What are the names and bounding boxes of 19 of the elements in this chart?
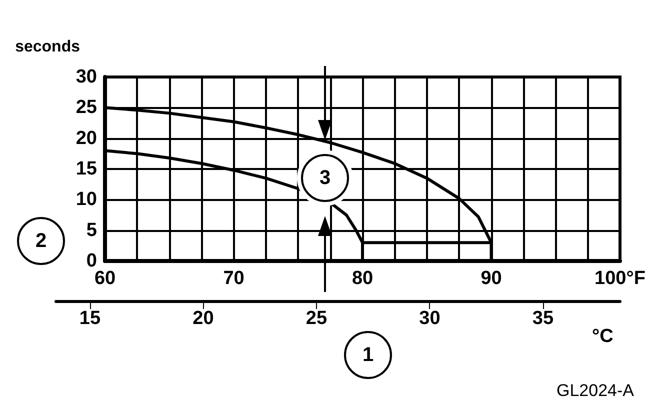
text: GL2024-A [556,381,634,401]
x-tick-label: 70 [223,268,244,289]
y-tick-label: 5 [86,220,98,241]
x2-axis-title: °C [592,326,614,347]
x-tick-label: 80 [352,268,374,289]
x-tick-label: 100°F [594,268,646,289]
x2-tick-label: 25 [306,308,328,329]
y-tick-label: 25 [76,97,98,118]
x2-tick-label: 35 [532,308,554,329]
y-tick-label: 10 [76,189,97,210]
x-tick-label: 60 [94,268,116,289]
x2-tick-label: 20 [192,308,214,329]
x-tick-label: 90 [480,268,502,289]
y-tick-label: 20 [76,128,97,149]
x2-tick-label: 30 [419,308,440,329]
y-tick-label: 15 [76,158,98,180]
y-axis-title: seconds [15,38,80,56]
y-tick-label: 0 [86,250,97,272]
y-tick-label: 30 [76,66,97,88]
